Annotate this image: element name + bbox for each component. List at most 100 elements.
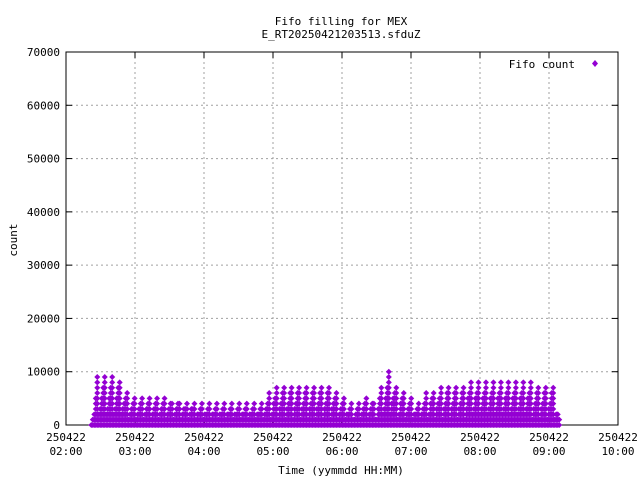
data-point	[385, 395, 392, 402]
data-point	[318, 390, 325, 397]
data-point	[460, 400, 467, 407]
data-point	[109, 379, 116, 386]
data-point	[490, 400, 497, 407]
data-point	[400, 406, 407, 413]
data-point	[408, 395, 415, 402]
data-point	[340, 400, 347, 407]
data-point	[512, 400, 519, 407]
data-point	[550, 400, 557, 407]
data-point	[94, 374, 101, 381]
data-point	[109, 400, 116, 407]
data-point	[550, 384, 557, 391]
data-point	[554, 411, 561, 418]
data-point	[94, 390, 101, 397]
y-tick-label: 50000	[27, 153, 60, 166]
data-point	[393, 384, 400, 391]
data-point	[266, 400, 273, 407]
data-point	[109, 395, 116, 402]
data-point	[266, 390, 273, 397]
data-point	[355, 406, 362, 413]
data-point	[482, 400, 489, 407]
data-point	[311, 384, 318, 391]
data-point	[243, 406, 250, 413]
data-point	[460, 384, 467, 391]
y-tick-label: 0	[53, 419, 60, 432]
data-point	[183, 406, 190, 413]
data-point	[408, 406, 415, 413]
series-fifo-count	[88, 368, 563, 428]
data-point	[505, 400, 512, 407]
data-point	[124, 395, 131, 402]
data-point	[191, 400, 198, 407]
data-point	[333, 395, 340, 402]
data-point	[101, 384, 108, 391]
data-point	[146, 400, 153, 407]
data-point	[333, 406, 340, 413]
data-point	[236, 400, 243, 407]
data-point	[400, 395, 407, 402]
data-point	[296, 390, 303, 397]
data-point	[154, 406, 161, 413]
data-point	[453, 390, 460, 397]
data-point	[251, 406, 258, 413]
data-point	[348, 406, 355, 413]
data-point	[326, 395, 333, 402]
data-point	[363, 400, 370, 407]
data-point	[482, 390, 489, 397]
data-point	[363, 395, 370, 402]
x-tick-label-date: 250422	[460, 431, 500, 444]
data-point	[333, 400, 340, 407]
data-point	[303, 390, 310, 397]
data-point	[101, 379, 108, 386]
data-point	[176, 400, 183, 407]
data-point	[131, 400, 138, 407]
data-point	[445, 400, 452, 407]
data-point	[101, 390, 108, 397]
data-point	[273, 390, 280, 397]
data-point	[101, 400, 108, 407]
data-point	[527, 390, 534, 397]
data-point	[139, 395, 146, 402]
data-point	[453, 384, 460, 391]
data-point	[527, 400, 534, 407]
data-point	[453, 400, 460, 407]
x-tick-label-time: 04:00	[187, 445, 220, 458]
data-point	[542, 395, 549, 402]
y-tick-label: 10000	[27, 366, 60, 379]
data-point	[326, 384, 333, 391]
data-point	[385, 374, 392, 381]
data-point	[221, 406, 228, 413]
data-point	[542, 390, 549, 397]
data-point	[445, 395, 452, 402]
y-tick-label: 40000	[27, 206, 60, 219]
y-tick-labels: 0 10000 20000 30000 40000 50000 60000 70000	[27, 46, 60, 432]
data-point	[161, 400, 168, 407]
data-point	[116, 379, 123, 386]
data-point	[370, 400, 377, 407]
data-point	[169, 400, 176, 407]
data-point	[430, 390, 437, 397]
data-point	[385, 384, 392, 391]
data-point	[385, 379, 392, 386]
data-point	[497, 390, 504, 397]
data-point	[393, 400, 400, 407]
data-point	[445, 390, 452, 397]
data-point	[161, 406, 168, 413]
data-point	[161, 395, 168, 402]
data-point	[438, 390, 445, 397]
data-point	[505, 379, 512, 386]
data-point	[116, 395, 123, 402]
data-point	[497, 395, 504, 402]
data-point	[154, 395, 161, 402]
x-tick-label-date: 250422	[322, 431, 362, 444]
x-tick-label-time: 05:00	[256, 445, 289, 458]
data-point	[468, 379, 475, 386]
data-point	[243, 400, 250, 407]
data-point	[116, 390, 123, 397]
data-point	[109, 390, 116, 397]
data-point	[535, 384, 542, 391]
data-point	[415, 400, 422, 407]
data-point	[288, 395, 295, 402]
data-point	[288, 384, 295, 391]
data-point	[370, 411, 377, 418]
